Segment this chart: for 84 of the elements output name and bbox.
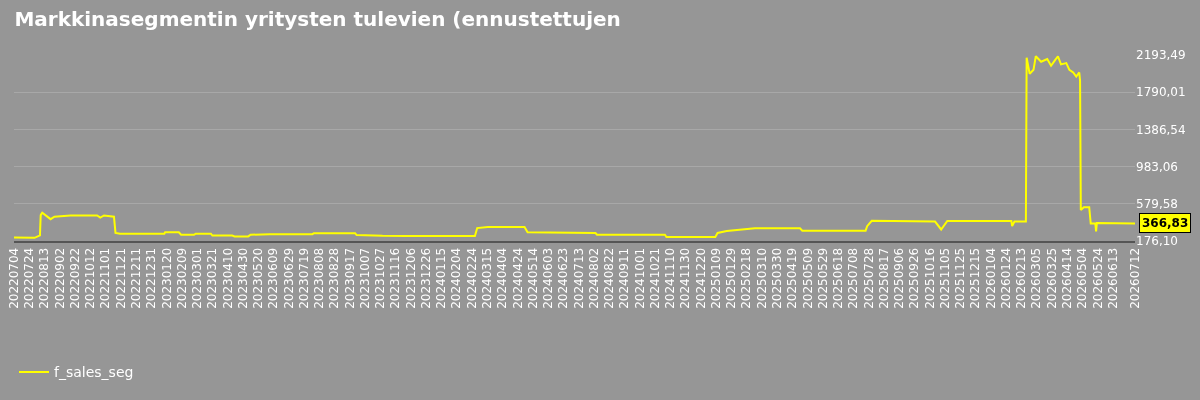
x-tick-label: 20260213	[1014, 247, 1029, 309]
x-tick-label: 20250109	[708, 247, 723, 309]
x-tick-label: 20220902	[52, 247, 67, 309]
x-tick-label: 20240603	[541, 247, 556, 309]
y-tick-label: 1790,01	[1136, 85, 1186, 100]
x-tick-label: 20260613	[1105, 247, 1120, 309]
x-tick-label: 20250708	[846, 247, 861, 309]
y-tick-label: 1386,54	[1136, 122, 1186, 137]
x-tick-label: 20240315	[480, 247, 495, 309]
x-tick-label: 20241001	[632, 247, 647, 309]
x-tick-label: 20241110	[663, 247, 678, 309]
x-tick-label: 20240623	[556, 247, 571, 309]
x-tick-label: 20231007	[357, 247, 372, 309]
x-tick-label: 20220704	[6, 247, 21, 309]
chart-title: Markkinasegmentin yritysten tulevien (ennustettujen	[14, 7, 621, 31]
x-tick-label: 20240822	[602, 247, 617, 309]
x-tick-label: 20250419	[785, 247, 800, 309]
x-tick-label: 20250529	[815, 247, 830, 309]
x-tick-label: 20250728	[861, 247, 876, 309]
x-tick-label: 20230321	[205, 247, 220, 309]
x-tick-label: 20230520	[251, 247, 266, 309]
x-tick-label: 20230609	[266, 247, 281, 309]
x-tick-label: 20240911	[617, 247, 632, 309]
x-tick-label: 20230917	[342, 247, 357, 309]
x-tick-label: 20260524	[1090, 247, 1105, 309]
x-tick-label: 20250330	[770, 247, 784, 309]
x-tick-label: 20231027	[373, 247, 388, 309]
x-tick-label: 20260325	[1044, 247, 1059, 309]
annotation: 366,83	[1142, 216, 1189, 230]
x-tick-label: 20231226	[418, 247, 433, 309]
x-tick-label: 20240424	[510, 247, 525, 309]
x-tick-label: 20230719	[296, 247, 311, 309]
x-tick-label: 20241021	[647, 247, 662, 309]
x-tick-label: 20250129	[724, 247, 739, 309]
x-tick-label: 20230808	[312, 247, 327, 309]
x-tick-label: 20260104	[983, 247, 998, 309]
x-tick-label: 20260124	[998, 247, 1013, 309]
x-tick-label: 20230301	[190, 247, 205, 309]
x-tick-label: 20250218	[739, 247, 754, 309]
x-tick-label: 20250817	[876, 247, 891, 309]
x-tick-label: 20240514	[525, 247, 540, 309]
line-series	[14, 55, 1135, 239]
x-tick-label: 20260305	[1029, 247, 1044, 309]
x-tick-label: 20240204	[449, 247, 464, 309]
x-tick-label: 20251016	[922, 247, 937, 309]
x-tick-label: 20221121	[113, 247, 128, 309]
x-tick-label: 20260414	[1059, 247, 1074, 309]
x-tick-label: 20221012	[83, 247, 98, 309]
x-tick-label: 20230430	[235, 247, 250, 309]
y-tick-label: 2193,49	[1136, 48, 1186, 63]
x-tick-label: 20241220	[693, 247, 708, 309]
x-tick-label: 20240713	[571, 247, 586, 309]
x-tick-label: 20250618	[831, 247, 846, 309]
x-tick-label: 20220724	[22, 247, 37, 309]
x-tick-label: 20260504	[1075, 247, 1090, 309]
x-tick-label: 20230410	[220, 247, 235, 309]
x-tick-label: 20250310	[754, 247, 769, 309]
x-tick-label: 20230209	[174, 247, 189, 309]
x-tick-label: 20250509	[800, 247, 815, 309]
x-tick-label: 20221231	[144, 247, 159, 309]
x-tick-label: 20240224	[464, 247, 479, 309]
y-tick-label: 983,06	[1136, 159, 1178, 174]
x-tick-label: 20230629	[281, 247, 296, 309]
legend-label: f_sales_seg	[54, 364, 134, 381]
x-tick-label: 20250906	[892, 247, 907, 309]
x-tick-label: 20221211	[129, 247, 143, 309]
x-tick-label: 20231206	[403, 247, 418, 309]
y-tick-label: 579,58	[1136, 197, 1178, 211]
x-tick-label: 20251125	[953, 247, 968, 309]
x-tick-label: 20250926	[907, 247, 922, 309]
x-tick-label: 20221101	[98, 247, 113, 309]
x-tick-label: 20240115	[434, 247, 449, 309]
x-tick-label: 20240404	[495, 247, 510, 309]
x-tick-label: 20230120	[159, 247, 174, 309]
x-tick-label: 20251105	[937, 247, 952, 309]
x-tick-label: 20220813	[37, 247, 52, 309]
x-tick-label: 20260712	[1127, 247, 1142, 309]
x-tick-label: 20231116	[388, 247, 403, 309]
x-tick-label: 20240802	[586, 247, 601, 309]
x-tick-label: 20241130	[678, 247, 693, 309]
y-tick-label: 176,10	[1136, 234, 1178, 249]
x-tick-label: 20220922	[67, 247, 82, 309]
x-tick-label: 20251215	[968, 247, 983, 309]
x-tick-label: 20230828	[327, 247, 342, 309]
